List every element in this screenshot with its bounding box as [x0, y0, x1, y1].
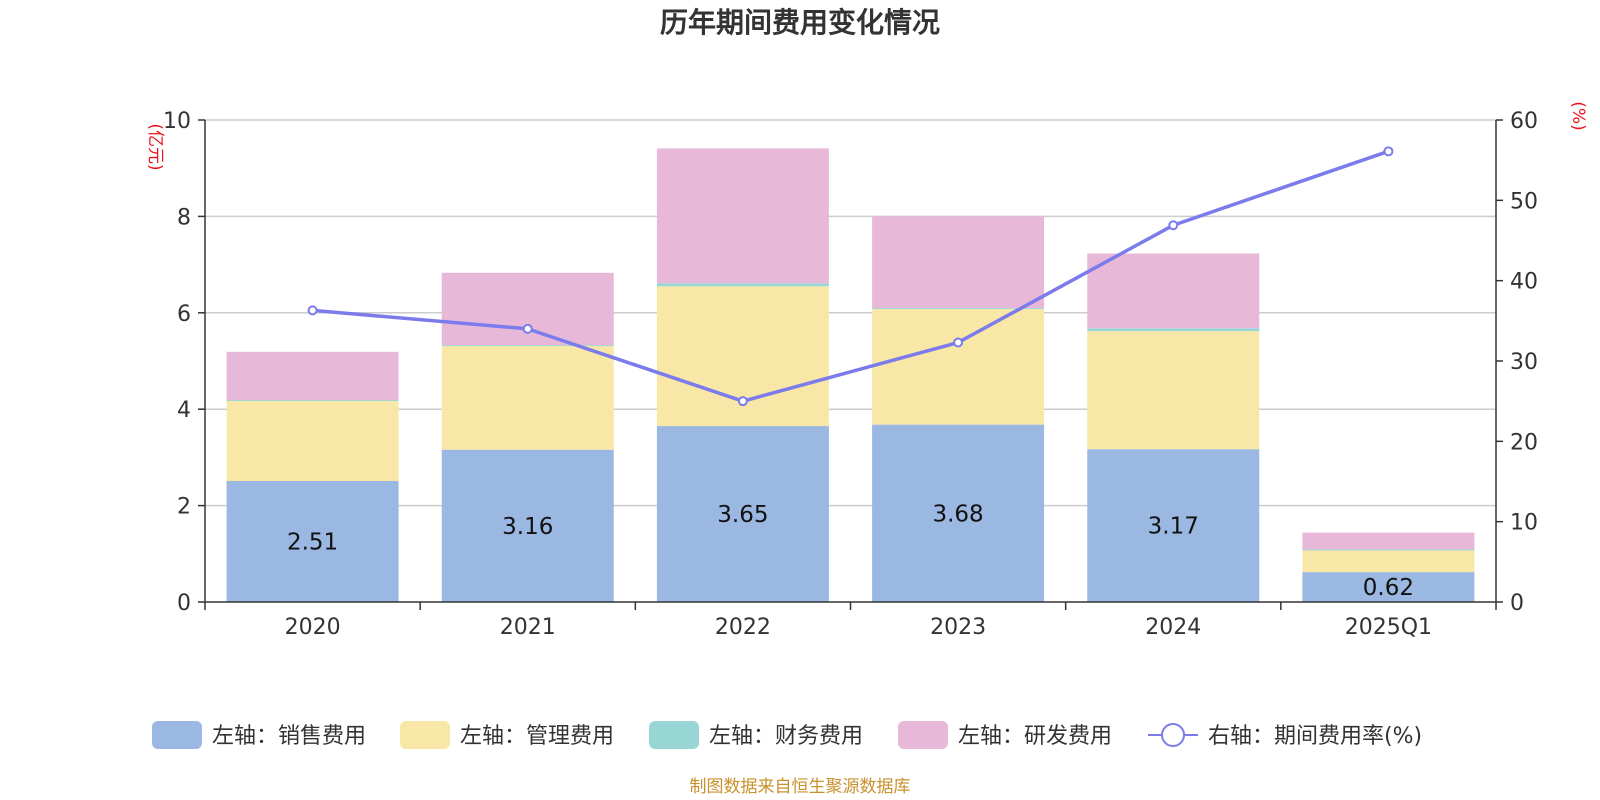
bar-value-label: 3.68	[932, 501, 983, 527]
legend-item-1[interactable]: 左轴：管理费用	[400, 721, 614, 749]
bar-value-label: 3.17	[1148, 514, 1199, 540]
left-tick-label: 8	[177, 205, 191, 230]
right-tick-label: 0	[1510, 591, 1524, 616]
right-tick-label: 40	[1510, 270, 1538, 295]
bar-segment-1-2023[interactable]	[872, 308, 1045, 425]
x-tick-label: 2025Q1	[1345, 615, 1432, 640]
left-tick-label: 10	[163, 109, 191, 134]
bar-segment-1-2025Q1[interactable]	[1302, 550, 1475, 573]
right-tick-label: 60	[1510, 109, 1538, 134]
legend-label: 右轴：期间费用率(%)	[1208, 724, 1422, 749]
bar-segment-2-2020[interactable]	[226, 400, 399, 402]
x-tick-label: 2022	[715, 615, 771, 640]
axes	[198, 119, 1503, 610]
bar-value-label: 3.65	[717, 502, 768, 528]
bar-value-label: 2.51	[287, 530, 338, 556]
bar-labels: 2.51 3.16 3.65 3.68 3.17 0.62	[287, 501, 1414, 601]
legend-item-4[interactable]: 右轴：期间费用率(%)	[1148, 723, 1422, 749]
bar-segment-2-2024[interactable]	[1087, 328, 1260, 332]
bar-segment-3-2024[interactable]	[1087, 253, 1260, 329]
x-tick-label: 2020	[285, 615, 341, 640]
bar-segment-2-2023[interactable]	[872, 307, 1045, 309]
right-tick-label: 50	[1510, 189, 1538, 214]
legend-label: 左轴：研发费用	[958, 724, 1112, 749]
right-tick-label: 30	[1510, 350, 1538, 375]
chart-title: 历年期间费用变化情况	[660, 6, 940, 39]
rate-point[interactable]	[1168, 220, 1179, 231]
bar-segment-0-2024[interactable]	[1087, 449, 1260, 602]
right-tick-label: 10	[1510, 511, 1538, 536]
left-tick-label: 0	[177, 591, 191, 616]
left-tick-label: 6	[177, 302, 191, 327]
left-tick-label: 4	[177, 398, 191, 423]
legend-swatch	[649, 721, 699, 749]
legend-swatch	[400, 721, 450, 749]
rate-point[interactable]	[1383, 146, 1394, 157]
legend-item-2[interactable]: 左轴：财务费用	[649, 721, 863, 749]
bar-segment-3-2021[interactable]	[441, 272, 614, 346]
rate-line	[307, 146, 1394, 407]
bar-segment-1-2020[interactable]	[226, 401, 399, 482]
bar-segment-3-2020[interactable]	[226, 351, 399, 401]
bar-segment-0-2022[interactable]	[656, 426, 829, 602]
right-axis-unit: (%)	[1568, 101, 1588, 130]
rate-point[interactable]	[737, 396, 748, 407]
bar-segment-0-2025Q1[interactable]	[1302, 572, 1475, 602]
rate-line-path	[312, 149, 1389, 403]
bar-segment-2-2021[interactable]	[441, 345, 614, 347]
bar-segment-1-2024[interactable]	[1087, 331, 1260, 450]
bar-segment-3-2023[interactable]	[872, 216, 1045, 308]
gridlines	[205, 119, 1496, 507]
legend-item-0[interactable]: 左轴：销售费用	[152, 721, 366, 749]
legend-label: 左轴：财务费用	[709, 724, 863, 749]
x-tick-label: 2024	[1145, 615, 1201, 640]
bars	[226, 148, 1475, 602]
bar-segment-3-2022[interactable]	[656, 148, 829, 284]
bar-segment-0-2023[interactable]	[872, 424, 1045, 602]
legend-circle-swatch	[1161, 723, 1185, 747]
rate-point[interactable]	[953, 337, 964, 348]
bar-segment-0-2021[interactable]	[441, 449, 614, 602]
data-source: 制图数据来自恒生聚源数据库	[690, 777, 911, 797]
bar-segment-0-2020[interactable]	[226, 481, 399, 602]
bar-segment-3-2025Q1[interactable]	[1302, 532, 1475, 550]
rate-point[interactable]	[522, 323, 533, 334]
tick-labels: 0 2 4 6 8 10 0 10 20 30 40 50 60 2020 2021 2022 2023 2024…	[163, 109, 1538, 640]
legend-label: 左轴：管理费用	[460, 724, 614, 749]
legend-item-3[interactable]: 左轴：研发费用	[898, 721, 1112, 749]
legend-swatch	[152, 721, 202, 749]
bar-segment-2-2022[interactable]	[656, 283, 829, 287]
bar-value-label: 3.16	[502, 514, 553, 540]
left-axis-unit: (亿元)	[145, 123, 165, 170]
x-tick-label: 2023	[930, 615, 986, 640]
bar-segment-2-2025Q1[interactable]	[1302, 549, 1475, 551]
rate-point[interactable]	[307, 305, 318, 316]
x-tick-label: 2021	[500, 615, 556, 640]
left-tick-label: 2	[177, 495, 191, 520]
right-tick-label: 20	[1510, 430, 1538, 455]
legend[interactable]: 左轴：销售费用 左轴：管理费用 左轴：财务费用 左轴：研发费用 右轴：期间费用率(%)	[152, 721, 1422, 749]
bar-segment-1-2021[interactable]	[441, 346, 614, 450]
bar-value-label: 0.62	[1363, 575, 1414, 601]
legend-swatch	[898, 721, 948, 749]
legend-label: 左轴：销售费用	[212, 724, 366, 749]
